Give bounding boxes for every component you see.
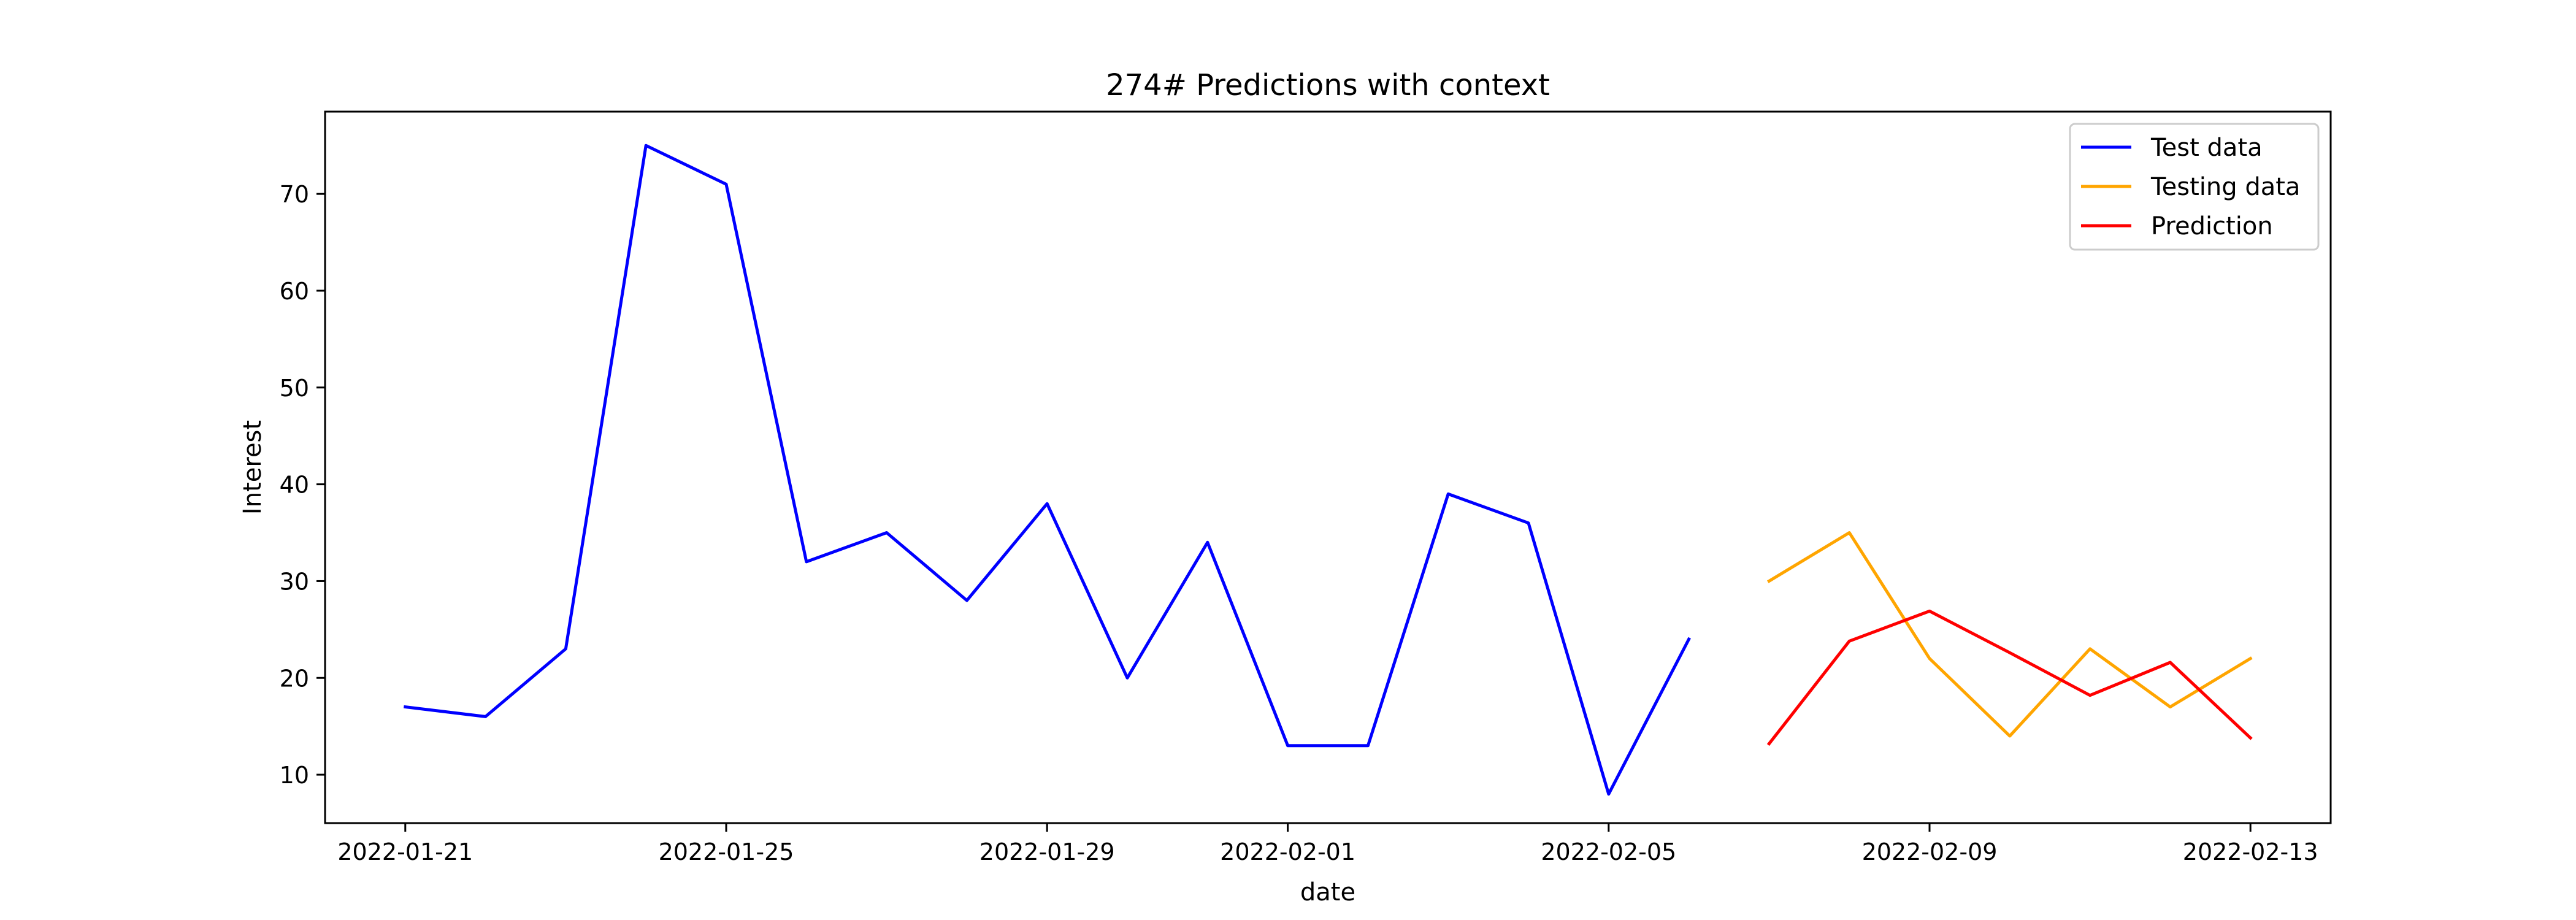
x-tick-label: 2022-02-01 [1220, 838, 1355, 865]
x-axis: 2022-01-21 2022-01-25 2022-01-29 2022-02-01… [337, 823, 2318, 865]
y-axis: 10 20 30 40 50 60 70 [280, 181, 325, 789]
x-tick-label: 2022-02-05 [1541, 838, 1676, 865]
legend: Test data Testing data Prediction [2069, 123, 2320, 251]
legend-label: Prediction [2151, 212, 2273, 240]
y-tick-label: 50 [280, 375, 309, 402]
legend-box [2069, 123, 2320, 251]
series-line-prediction [1766, 609, 2253, 746]
x-tick-label: 2022-02-13 [2183, 838, 2318, 865]
x-tick-label: 2022-01-21 [337, 838, 473, 865]
x-tick-label: 2022-02-09 [1862, 838, 1998, 865]
x-axis-title: date [1300, 878, 1355, 907]
x-tick-label: 2022-01-29 [979, 838, 1115, 865]
y-tick-label: 40 [280, 472, 309, 499]
y-axis-title: Interest [239, 420, 267, 515]
plot-frame [324, 110, 2332, 824]
y-tick-label: 70 [280, 181, 309, 208]
y-tick-label: 10 [280, 762, 309, 789]
plot-area [404, 144, 2253, 796]
x-tick-label: 2022-01-25 [659, 838, 794, 865]
series-line-testing-data [1766, 531, 2253, 738]
chart-title: 274# Predictions with context [1106, 68, 1550, 102]
legend-label: Testing data [2150, 173, 2300, 201]
y-tick-label: 20 [280, 665, 309, 692]
y-tick-label: 60 [280, 278, 309, 305]
y-tick-label: 30 [280, 568, 309, 595]
legend-label: Test data [2150, 134, 2263, 162]
series-line-test-data [404, 144, 1691, 796]
